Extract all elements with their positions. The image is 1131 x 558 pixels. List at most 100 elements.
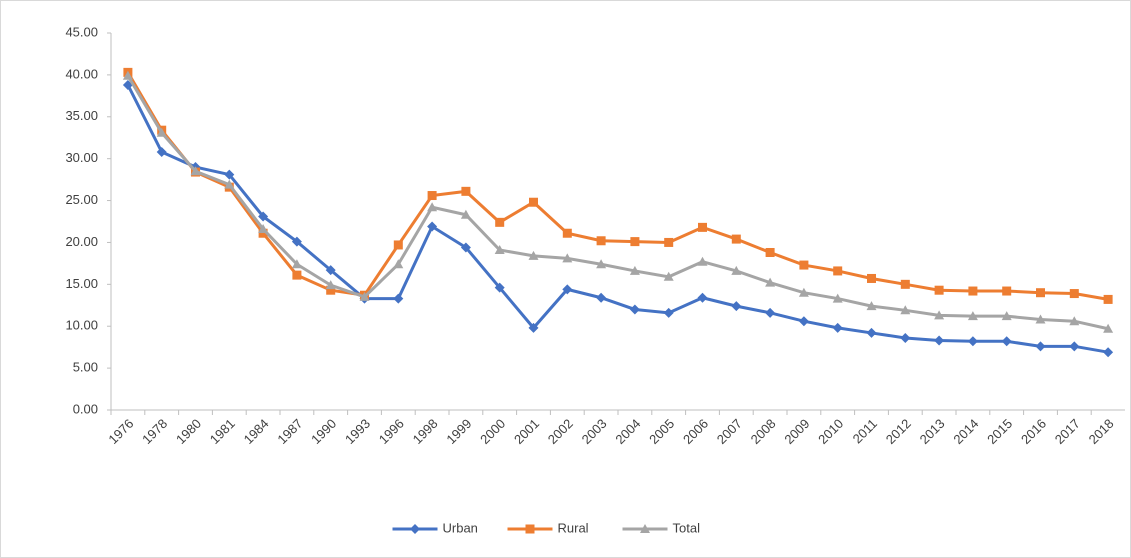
- marker: [1069, 289, 1079, 299]
- y-tick-label: 30.00: [65, 150, 98, 165]
- marker: [460, 242, 471, 253]
- marker: [495, 217, 505, 227]
- y-tick-label: 5.00: [73, 360, 98, 375]
- marker: [1002, 286, 1012, 296]
- marker: [190, 166, 201, 176]
- marker: [494, 244, 505, 254]
- y-tick-label: 15.00: [65, 276, 98, 291]
- marker: [427, 221, 438, 232]
- marker: [427, 191, 437, 201]
- marker: [765, 247, 775, 257]
- series: [122, 70, 1114, 333]
- y-tick-label: 10.00: [65, 318, 98, 333]
- marker: [1035, 341, 1046, 352]
- marker: [1036, 288, 1045, 298]
- marker: [731, 234, 741, 244]
- marker: [393, 293, 404, 304]
- marker: [528, 322, 539, 333]
- marker: [122, 70, 133, 80]
- y-tick-label: 35.00: [65, 108, 98, 123]
- marker: [359, 291, 370, 301]
- marker: [596, 292, 607, 303]
- marker: [640, 524, 650, 533]
- marker: [393, 240, 403, 250]
- marker: [866, 301, 877, 311]
- marker: [1103, 347, 1114, 358]
- marker: [799, 260, 809, 270]
- marker: [934, 335, 945, 346]
- marker: [525, 524, 535, 534]
- marker: [596, 259, 607, 269]
- marker: [1035, 314, 1046, 324]
- marker: [832, 322, 843, 333]
- marker: [798, 287, 809, 297]
- marker: [765, 277, 776, 287]
- line: [126, 74, 1109, 331]
- marker: [427, 202, 438, 212]
- marker: [1001, 311, 1012, 321]
- line: [126, 84, 1109, 354]
- y-tick-label: 45.00: [65, 24, 98, 39]
- marker: [325, 280, 336, 290]
- marker: [900, 305, 911, 315]
- marker: [1001, 336, 1012, 347]
- marker: [258, 224, 269, 234]
- marker: [291, 236, 302, 247]
- marker: [731, 301, 742, 312]
- marker: [156, 146, 167, 157]
- marker: [629, 304, 640, 315]
- marker: [832, 293, 843, 303]
- marker: [731, 265, 742, 275]
- marker: [224, 179, 235, 189]
- marker: [934, 310, 945, 320]
- marker: [698, 222, 707, 232]
- y-tick-label: 25.00: [65, 192, 98, 207]
- marker: [291, 259, 302, 269]
- marker: [968, 286, 978, 296]
- marker: [258, 211, 269, 222]
- line: [126, 71, 1109, 301]
- marker: [664, 237, 674, 247]
- marker: [460, 209, 471, 219]
- marker: [697, 292, 708, 303]
- marker: [292, 270, 302, 280]
- marker: [900, 279, 910, 289]
- marker: [1103, 294, 1113, 304]
- marker: [325, 265, 336, 276]
- marker: [629, 265, 640, 275]
- marker: [326, 285, 336, 295]
- y-tick-label: 20.00: [65, 234, 98, 249]
- marker: [224, 169, 235, 180]
- marker: [156, 127, 167, 137]
- marker: [1103, 323, 1114, 333]
- marker: [410, 524, 420, 534]
- marker: [258, 228, 268, 238]
- marker: [494, 282, 505, 293]
- marker: [765, 307, 776, 318]
- marker: [967, 311, 978, 321]
- marker: [596, 236, 606, 246]
- marker: [562, 253, 573, 263]
- marker: [798, 316, 809, 327]
- marker: [1069, 316, 1080, 326]
- legend-label: Total: [673, 520, 701, 535]
- legend-label: Urban: [443, 520, 478, 535]
- y-tick-label: 40.00: [65, 66, 98, 81]
- marker: [663, 271, 674, 281]
- marker: [900, 332, 911, 343]
- marker: [934, 285, 944, 295]
- marker: [866, 327, 877, 338]
- marker: [562, 228, 572, 238]
- marker: [461, 186, 471, 196]
- marker: [697, 256, 708, 266]
- marker: [562, 284, 573, 295]
- marker: [630, 237, 640, 247]
- marker: [967, 336, 978, 347]
- marker: [393, 259, 404, 269]
- legend-label: Rural: [558, 520, 589, 535]
- marker: [833, 266, 843, 276]
- marker: [528, 250, 539, 260]
- marker: [663, 307, 674, 318]
